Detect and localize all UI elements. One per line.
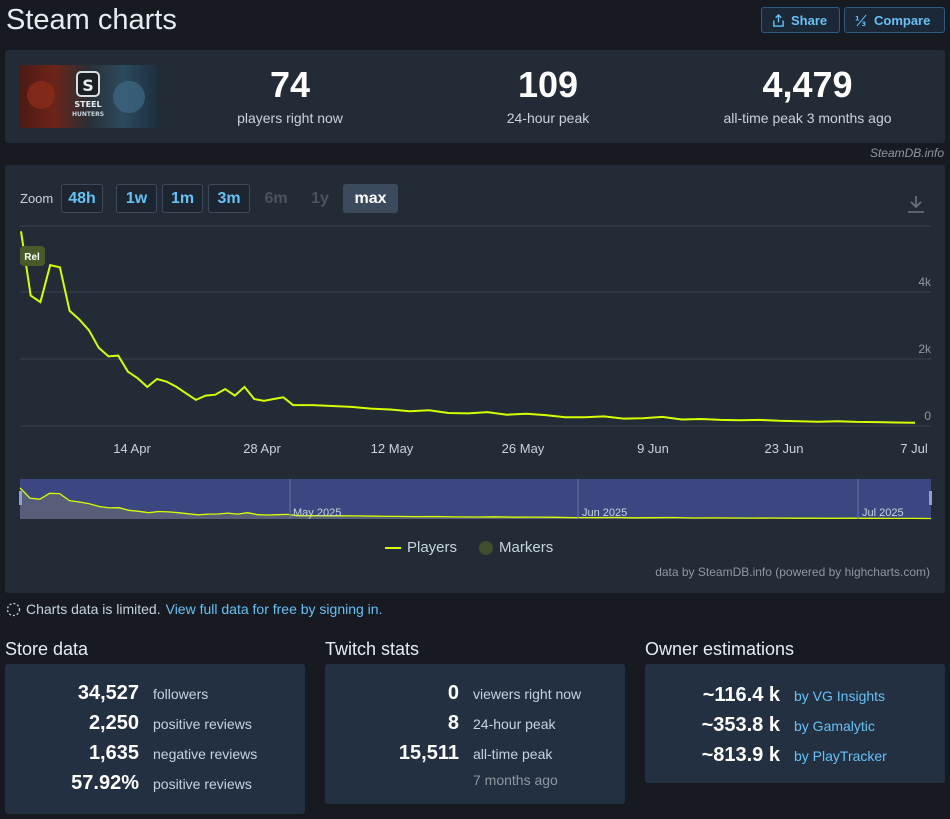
alltime-peak-label: all-time peak 3 months ago <box>723 110 892 126</box>
svg-text:HUNTERS: HUNTERS <box>72 111 104 118</box>
players-now-label: players right now <box>237 110 343 126</box>
svg-text:3: 3 <box>862 20 867 27</box>
players-now-stat: 74 players right now <box>210 64 370 126</box>
navigator-label: Jul 2025 <box>862 507 904 519</box>
compare-icon: 13 <box>855 14 867 27</box>
twitch-row: 8 24-hour peak <box>447 712 556 734</box>
notice-text: Charts data is limited. <box>26 601 161 617</box>
zoom-button-max[interactable]: max <box>343 184 398 213</box>
legend-markers[interactable]: Markers <box>479 539 553 556</box>
x-tick-label: 23 Jun <box>764 441 803 456</box>
navigator-label: May 2025 <box>293 507 341 519</box>
gamalytic-link[interactable]: by Gamalytic <box>794 718 875 734</box>
navigator-label: Jun 2025 <box>582 507 627 519</box>
store-row: 57.92% positive reviews <box>71 772 252 794</box>
peak-24h-label: 24-hour peak <box>506 110 590 126</box>
x-tick-label: 9 Jun <box>637 441 669 456</box>
owner-row: ~813.9 k by PlayTracker <box>701 744 887 766</box>
x-tick-label: 28 Apr <box>243 441 281 456</box>
share-icon <box>773 13 784 27</box>
legend-markers-label: Markers <box>499 539 554 556</box>
navigator-handle-left <box>19 491 22 505</box>
owner-row: ~116.4 k by VG Insights <box>702 684 886 706</box>
zoom-button-1y: 1y <box>311 189 329 207</box>
x-tick-label: 7 Jul <box>900 441 928 456</box>
y-tick-label: 4k <box>918 275 932 289</box>
svg-text:S: S <box>82 76 94 95</box>
zoom-button-1m[interactable]: 1m <box>162 184 203 213</box>
compare-label: Compare <box>874 12 931 28</box>
store-row: 1,635 negative reviews <box>88 742 258 764</box>
players-series-line <box>20 231 916 424</box>
game-logo-art: S STEEL HUNTERS <box>27 71 145 118</box>
zoom-button-1w[interactable]: 1w <box>116 184 157 213</box>
x-tick-label: 12 May <box>371 441 414 456</box>
navigator-line <box>19 487 932 520</box>
store-row: 2,250 positive reviews <box>88 712 252 734</box>
download-icon[interactable] <box>905 193 927 215</box>
playtracker-link[interactable]: by PlayTracker <box>794 748 887 764</box>
peak-24h-value: 109 <box>517 64 579 105</box>
navigator-handle-right <box>929 491 932 505</box>
legend-markers-swatch <box>479 540 494 555</box>
vg-insights-link[interactable]: by VG Insights <box>794 688 886 704</box>
release-marker-flag <box>20 246 45 266</box>
share-button[interactable]: Share <box>761 7 840 33</box>
zoom-label: Zoom <box>20 191 54 206</box>
twitch-row: 0 viewers right now <box>447 682 582 704</box>
share-label: Share <box>791 12 828 28</box>
dashed-circle-icon <box>6 602 21 616</box>
x-tick-label: 14 Apr <box>113 441 151 456</box>
zoom-button-6m: 6m <box>264 189 288 207</box>
limited-data-notice: Charts data is limited. View full data f… <box>6 601 382 617</box>
y-tick-label: 0 <box>924 409 931 423</box>
owner-row: ~353.8 k by Gamalytic <box>701 714 875 736</box>
legend-players[interactable]: Players <box>385 539 457 556</box>
chart-panel: Zoom 48h 1w 1m 3m 6m 1y max 4k 2k 0 14 Apr 28 Apr 1… <box>5 165 945 593</box>
navigator-area <box>20 487 931 519</box>
x-tick-label: 26 May <box>502 441 545 456</box>
twitch-stats-box: 0 viewers right now 8 24-hour peak 15,511 a… <box>325 664 625 804</box>
players-now-value: 74 <box>269 64 311 105</box>
svg-text:STEEL: STEEL <box>74 100 101 109</box>
store-row: 34,527 followers <box>77 682 209 704</box>
twitch-row: 15,511 all-time peak <box>398 742 553 764</box>
player-chart[interactable]: 4k 2k 0 14 Apr 28 Apr 12 May 26 May 9 Jun 23 Jun… <box>5 165 945 593</box>
peak-24h-stat: 109 24-hour peak <box>468 64 628 126</box>
owner-estimations-box: ~116.4 k by VG Insights ~353.8 k by Gamaly… <box>645 664 945 783</box>
store-data-title: Store data <box>5 639 89 659</box>
game-logo[interactable]: S STEEL HUNTERS <box>19 65 157 128</box>
legend-players-swatch <box>385 546 401 549</box>
zoom-button-48h[interactable]: 48h <box>61 184 103 213</box>
legend-players-label: Players <box>407 539 458 556</box>
stats-panel: S STEEL HUNTERS 74 players right now 109… <box>5 50 945 143</box>
release-marker-label: Rel <box>24 252 40 263</box>
twitch-stats-title: Twitch stats <box>325 639 420 659</box>
y-tick-label: 2k <box>918 342 932 356</box>
alltime-peak-stat: 4,479 all-time peak 3 months ago <box>695 64 920 126</box>
chart-legend: Players Markers <box>385 539 553 556</box>
zoom-button-3m[interactable]: 3m <box>208 184 250 213</box>
steamdb-credit[interactable]: SteamDB.info <box>869 146 944 160</box>
svg-text:1: 1 <box>855 14 860 22</box>
sign-in-link[interactable]: View full data for free by signing in. <box>165 601 383 617</box>
alltime-peak-value: 4,479 <box>762 64 853 105</box>
owner-estimations-title: Owner estimations <box>645 639 795 659</box>
chart-credit[interactable]: data by SteamDB.info (powered by highcha… <box>655 565 930 579</box>
page-title: Steam charts <box>6 4 177 36</box>
store-data-box: 34,527 followers 2,250 positive reviews 1,… <box>5 664 305 814</box>
twitch-alltime-when: 7 months ago <box>473 772 558 788</box>
